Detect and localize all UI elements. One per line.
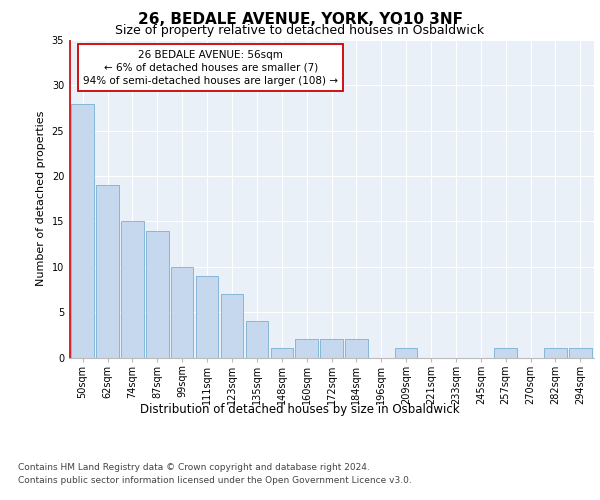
Text: Distribution of detached houses by size in Osbaldwick: Distribution of detached houses by size … xyxy=(140,402,460,415)
Bar xyxy=(395,348,418,358)
Bar xyxy=(271,348,293,358)
Bar xyxy=(544,348,566,358)
Text: Contains public sector information licensed under the Open Government Licence v3: Contains public sector information licen… xyxy=(18,476,412,485)
Bar xyxy=(320,340,343,357)
Bar xyxy=(295,340,318,357)
Bar xyxy=(569,348,592,358)
Bar xyxy=(196,276,218,357)
Text: 26, BEDALE AVENUE, YORK, YO10 3NF: 26, BEDALE AVENUE, YORK, YO10 3NF xyxy=(137,12,463,28)
Text: Contains HM Land Registry data © Crown copyright and database right 2024.: Contains HM Land Registry data © Crown c… xyxy=(18,462,370,471)
Text: Size of property relative to detached houses in Osbaldwick: Size of property relative to detached ho… xyxy=(115,24,485,37)
Text: 26 BEDALE AVENUE: 56sqm
← 6% of detached houses are smaller (7)
94% of semi-deta: 26 BEDALE AVENUE: 56sqm ← 6% of detached… xyxy=(83,50,338,86)
Bar xyxy=(245,321,268,358)
Bar xyxy=(146,230,169,358)
Y-axis label: Number of detached properties: Number of detached properties xyxy=(36,111,46,286)
Bar xyxy=(345,340,368,357)
Bar xyxy=(171,267,193,358)
Bar xyxy=(494,348,517,358)
Bar xyxy=(71,104,94,358)
Bar xyxy=(97,185,119,358)
Bar xyxy=(121,222,143,358)
Bar xyxy=(221,294,243,358)
